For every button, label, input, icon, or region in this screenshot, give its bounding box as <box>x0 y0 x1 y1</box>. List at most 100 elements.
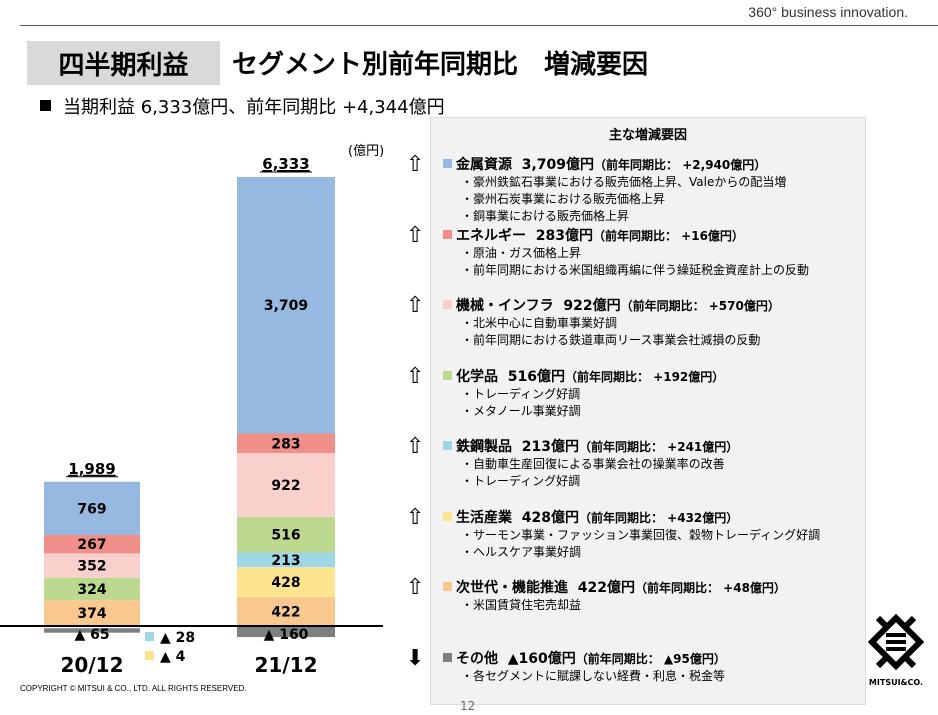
data-label: 516 <box>271 528 300 544</box>
segment-name: 生活産業 <box>456 509 512 526</box>
segment-value: 213億円 <box>521 439 579 455</box>
stacked-bar-chart: 374 324 352 267 769 ▲ 65 1,989 20/12 422 428 213 51… <box>0 155 383 677</box>
data-label: 324 <box>77 582 106 598</box>
segment-yoy: （前年同期比： +570億円） <box>620 299 780 313</box>
segment-name: 機械・インフラ <box>456 298 554 314</box>
factor-bullet: ・トレーディング好調 <box>461 386 581 401</box>
data-label: ▲ 160 <box>264 627 309 643</box>
data-label: 352 <box>77 559 106 575</box>
factor-bullet: ・トレーディング好調 <box>461 474 581 488</box>
data-label: 769 <box>77 501 106 517</box>
segment-value: 3,709億円 <box>521 157 595 173</box>
bar-segment-metals <box>44 481 140 535</box>
segment-yoy: （前年同期比： +432億円） <box>578 510 739 525</box>
bar-segment-nextgen <box>44 600 140 626</box>
arrow-up-icon: ⇧ <box>406 504 425 530</box>
factor-bullet: ・前年同期における米国組織再編に伴う繰延税金資産計上の反動 <box>461 262 810 277</box>
segment-name: 鉄鋼製品 <box>456 439 512 455</box>
segment-name: 次世代・機能推進 <box>456 580 568 596</box>
side-swatch <box>145 632 154 641</box>
factor-bullet: ・豪州鉄鉱石事業における販売価格上昇、Valeからの配当増 <box>461 175 787 189</box>
factor-bullet: ・メタノール事業好調 <box>461 403 581 418</box>
data-label: 267 <box>77 537 106 553</box>
legend-swatch <box>443 582 452 591</box>
segment-yoy: （前年同期比： +241億円） <box>578 440 739 454</box>
summary-text: 当期利益 6,333億円、前年同期比 +4,344億円 <box>63 97 445 118</box>
bar-segment-other <box>237 626 335 638</box>
arrow-down-icon: ⬇ <box>406 645 425 671</box>
segment-value: 516億円 <box>507 368 565 385</box>
bar-segment-other <box>44 628 140 633</box>
unit-label: (億円) <box>348 144 385 159</box>
factor-bullet: ・サーモン事業・ファッション事業回復、穀物トレーディング好調 <box>461 527 821 542</box>
bar-segment-metals <box>237 177 335 434</box>
legend-swatch <box>443 652 452 662</box>
segment-yoy: （前年同期比： ▲95億円） <box>575 651 726 666</box>
data-label: 922 <box>271 478 300 494</box>
side-label: ▲ 28 <box>160 630 195 646</box>
segment-yoy: （前年同期比： +48億円） <box>634 581 786 595</box>
data-label: 3,709 <box>264 298 308 314</box>
segment-value: 922億円 <box>563 298 621 314</box>
segment-value: 422億円 <box>577 580 635 596</box>
factor-bullet: ・豪州石炭事業における販売価格上昇 <box>461 192 666 206</box>
data-label: 422 <box>271 604 300 620</box>
legend-swatch <box>443 229 452 239</box>
bar-segment-chemicals <box>44 577 140 601</box>
legend-swatch <box>443 300 452 309</box>
segment-yoy: （前年同期比： +192億円） <box>564 369 725 384</box>
segment-yoy: （前年同期比： +2,940億円） <box>594 158 767 172</box>
bar-segment-nextgen <box>237 596 335 626</box>
bar-segment-machinery <box>44 553 140 578</box>
bar-segment-energy <box>237 433 335 454</box>
arrow-up-icon: ⇧ <box>406 575 425 600</box>
category-label: 21/12 <box>255 653 318 677</box>
mitsui-logo-icon <box>867 613 925 671</box>
factor-bullet: ・銅事業における販売価格上昇 <box>461 209 630 223</box>
segment-name: 金属資源 <box>456 157 512 173</box>
logo-text: MITSUI&CO. <box>868 678 924 687</box>
legend-swatch <box>443 511 452 521</box>
arrow-up-icon: ⇧ <box>406 152 425 177</box>
bar-segment-steel <box>237 552 335 568</box>
factor-bullet: ・米国賃貸住宅売却益 <box>461 598 582 612</box>
segment-value: 428億円 <box>521 509 579 526</box>
mitsui-logo: MITSUI&CO. <box>858 612 934 687</box>
legend-swatch <box>443 370 452 380</box>
factor-bullet: ・原油・ガス価格上昇 <box>461 245 582 260</box>
header-rule <box>20 25 938 26</box>
factors-panel: 主な増減要因 ⇧ 金属資源 3,709億円（前年同期比： +2,940億円） ・豪… <box>406 117 866 705</box>
factor-bullet: ・各セグメントに賦課しない経費・利息・税金等 <box>461 668 726 683</box>
bar-segment-chemicals <box>237 516 335 553</box>
factor-bullet: ・ヘルスケア事業好調 <box>461 544 582 559</box>
bar-segment-lifestyle <box>237 567 335 597</box>
segment-value: ▲160億円 <box>507 650 576 667</box>
segment-name: 化学品 <box>456 368 498 385</box>
category-label: 20/12 <box>61 653 124 677</box>
bar-segment-energy <box>44 534 140 554</box>
copyright: COPYRIGHT © MITSUI & CO., LTD. ALL RIGHT… <box>20 684 247 693</box>
total-label: 6,333 <box>262 155 309 173</box>
data-label: 283 <box>271 436 300 452</box>
factor-bullet: ・北米中心に自動車事業好調 <box>461 316 618 330</box>
side-label: ▲ 4 <box>160 649 186 665</box>
title-box: 四半期利益 <box>27 41 220 85</box>
legend-swatch <box>443 159 452 168</box>
segment-value: 283億円 <box>535 227 593 244</box>
data-label: 428 <box>271 575 300 591</box>
data-label: 213 <box>271 553 300 569</box>
segment-name: その他 <box>456 650 498 667</box>
arrow-up-icon: ⇧ <box>406 434 425 459</box>
bar-segment-machinery <box>237 453 335 517</box>
arrow-up-icon: ⇧ <box>406 363 425 389</box>
side-swatch <box>145 651 154 660</box>
total-label: 1,989 <box>68 460 115 478</box>
factor-bullet: ・前年同期における鉄道車両リース事業会社減損の反動 <box>461 333 761 347</box>
arrow-up-icon: ⇧ <box>406 222 425 248</box>
bullet-square-icon <box>40 100 51 111</box>
legend-swatch <box>443 441 452 450</box>
tagline: 360° business innovation. <box>748 4 908 20</box>
data-label: ▲ 65 <box>74 627 109 643</box>
factor-bullet: ・自動車生産回復による事業会社の操業率の改善 <box>461 457 725 471</box>
arrow-up-icon: ⇧ <box>406 293 425 318</box>
